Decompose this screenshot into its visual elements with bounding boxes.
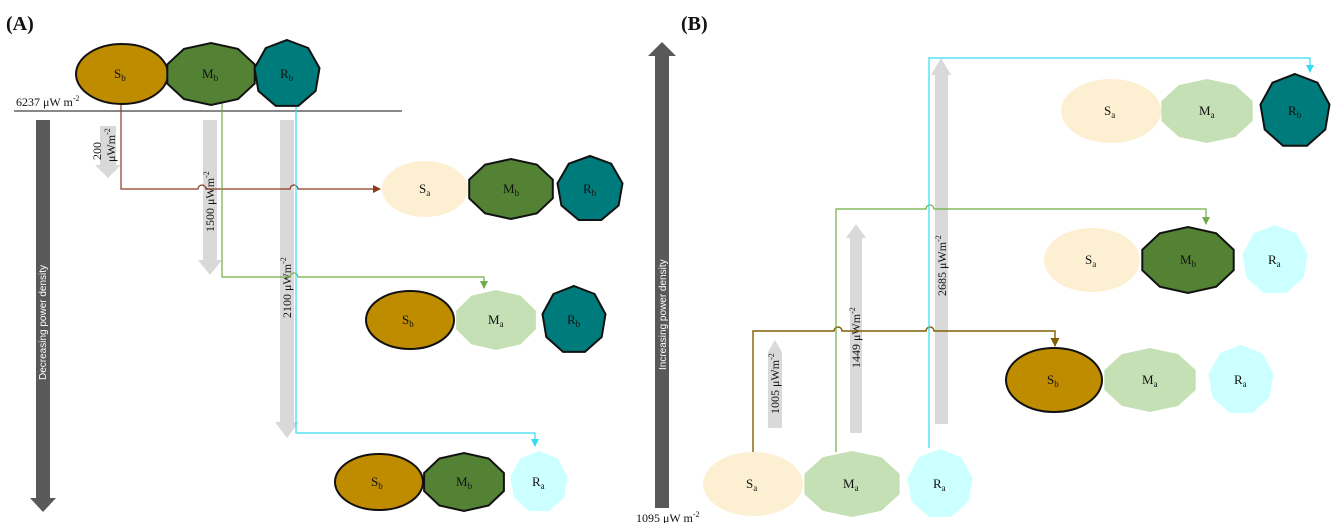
node-s-b-row4: Sb <box>334 453 424 511</box>
increasing-density-arrow: Increasing power density <box>648 42 676 508</box>
svg-text:Ra: Ra <box>1234 372 1247 389</box>
node-m-b-row4: Mb <box>423 451 505 513</box>
svg-text:Ma: Ma <box>1199 103 1215 120</box>
node-s-a-b-row1: Sa <box>1061 79 1161 143</box>
node-s-a-b-row4: Sa <box>703 452 803 516</box>
node-s-b-row3: Sb <box>365 290 455 350</box>
step-arrow-1449 <box>846 224 866 433</box>
r-transition-line <box>295 100 539 447</box>
svg-text:Ra: Ra <box>1268 252 1281 269</box>
svg-text:Sa: Sa <box>1104 103 1115 120</box>
svg-text:Mb: Mb <box>202 66 219 83</box>
arrow-1005-label: 1005 μWm-2 <box>767 353 782 414</box>
s-transition-line-b <box>752 326 1060 455</box>
node-m-a-b-row1: Ma <box>1161 79 1253 143</box>
svg-text:Mb: Mb <box>503 181 520 198</box>
svg-text:Sa: Sa <box>419 181 430 198</box>
node-r-b-row2: Rb <box>556 154 624 221</box>
svg-text:Rb: Rb <box>583 181 597 198</box>
r-transition-line-b <box>928 57 1314 448</box>
node-r-b-top: Rb <box>253 38 321 107</box>
m-transition-line-b <box>835 204 1210 452</box>
arrow-2100-label: 2100 μWm-2 <box>279 257 294 318</box>
svg-text:Sb: Sb <box>371 474 383 491</box>
step-arrow-2100 <box>275 120 299 438</box>
node-m-b-b-row2: Mb <box>1141 225 1235 295</box>
node-r-b-b-row1: Rb <box>1259 72 1331 147</box>
svg-text:Ra: Ra <box>933 476 946 493</box>
svg-text:Sb: Sb <box>402 312 414 329</box>
node-r-a-b-row2: Ra <box>1242 225 1308 293</box>
node-m-b-top: Mb <box>166 41 256 107</box>
node-m-b-row2: Mb <box>468 157 554 221</box>
s-transition-line <box>120 100 381 193</box>
arrow-200-unit: μWm-2 <box>103 128 118 162</box>
threshold-label: 6237 μW m-2 <box>16 94 80 109</box>
svg-text:Rb: Rb <box>280 66 294 83</box>
node-r-a-b-row4: Ra <box>907 449 973 517</box>
svg-text:Ma: Ma <box>843 476 859 493</box>
node-m-a-b-row3: Ma <box>1104 348 1196 412</box>
node-r-b-row3: Rb <box>541 284 607 353</box>
node-m-a-b-row4: Ma <box>804 451 900 517</box>
node-r-a-row4: Ra <box>510 451 568 512</box>
svg-text:Mb: Mb <box>456 474 473 491</box>
arrow-2685-label: 2685 μWm-2 <box>934 235 949 296</box>
baseline-label: 1095 μW m-2 <box>636 510 700 523</box>
node-s-b-top: Sb <box>75 43 169 105</box>
svg-text:Rb: Rb <box>1288 103 1302 120</box>
svg-text:Sb: Sb <box>1047 372 1059 389</box>
arrow-1449-label: 1449 μWm-2 <box>848 307 863 368</box>
node-s-a-b-row2: Sa <box>1044 228 1140 292</box>
m-transition-line <box>221 100 488 289</box>
step-arrow-2685 <box>931 58 951 424</box>
svg-text:Sa: Sa <box>746 476 757 493</box>
node-s-b-b-row3: Sb <box>1005 347 1103 413</box>
arrow-200-label: 200 <box>90 142 104 160</box>
step-arrow-1500 <box>198 120 222 275</box>
svg-text:Mb: Mb <box>1180 252 1197 269</box>
decreasing-density-arrow: Decreasing power density <box>30 120 56 512</box>
svg-text:Ra: Ra <box>532 474 545 491</box>
node-s-a-row2: Sa <box>382 161 468 217</box>
node-m-a-row3: Ma <box>456 290 536 350</box>
svg-text:Sa: Sa <box>1085 252 1096 269</box>
svg-text:Sb: Sb <box>114 66 126 83</box>
step-arrow-200 <box>95 126 121 178</box>
panel-a-label: (A) <box>6 13 34 35</box>
svg-text:Ma: Ma <box>488 312 504 329</box>
panel-b-label: (B) <box>681 13 708 35</box>
svg-text:Ma: Ma <box>1142 372 1158 389</box>
node-r-a-b-row3: Ra <box>1208 345 1274 413</box>
step-arrow-1005 <box>768 340 782 428</box>
decreasing-axis-label: Decreasing power density <box>38 265 49 380</box>
increasing-axis-label: Increasing power density <box>658 259 669 370</box>
arrow-1500-label: 1500 μWm-2 <box>202 171 217 232</box>
svg-text:Rb: Rb <box>567 312 581 329</box>
